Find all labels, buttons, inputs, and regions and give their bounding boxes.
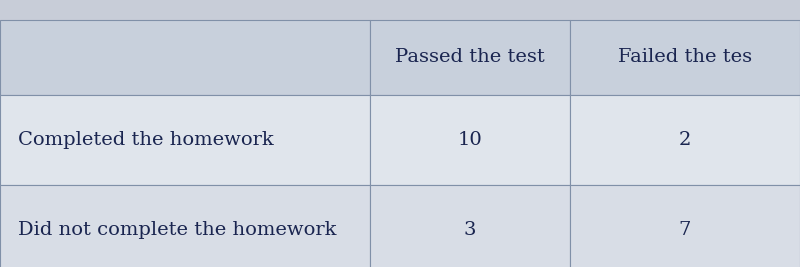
Text: Did not complete the homework: Did not complete the homework (18, 221, 337, 239)
Text: Failed the tes: Failed the tes (618, 49, 752, 66)
Bar (370, 185, 570, 267)
Text: 10: 10 (458, 131, 482, 149)
Bar (0, 95, 370, 185)
Bar (370, 20, 570, 95)
Text: Passed the test: Passed the test (395, 49, 545, 66)
Bar (0, 20, 370, 95)
Text: 3: 3 (464, 221, 476, 239)
Bar (0, 185, 370, 267)
Bar (570, 20, 800, 95)
Bar (570, 185, 800, 267)
Bar (370, 95, 570, 185)
Text: Completed the homework: Completed the homework (18, 131, 274, 149)
Text: 7: 7 (679, 221, 691, 239)
Text: 2: 2 (679, 131, 691, 149)
Bar (570, 95, 800, 185)
